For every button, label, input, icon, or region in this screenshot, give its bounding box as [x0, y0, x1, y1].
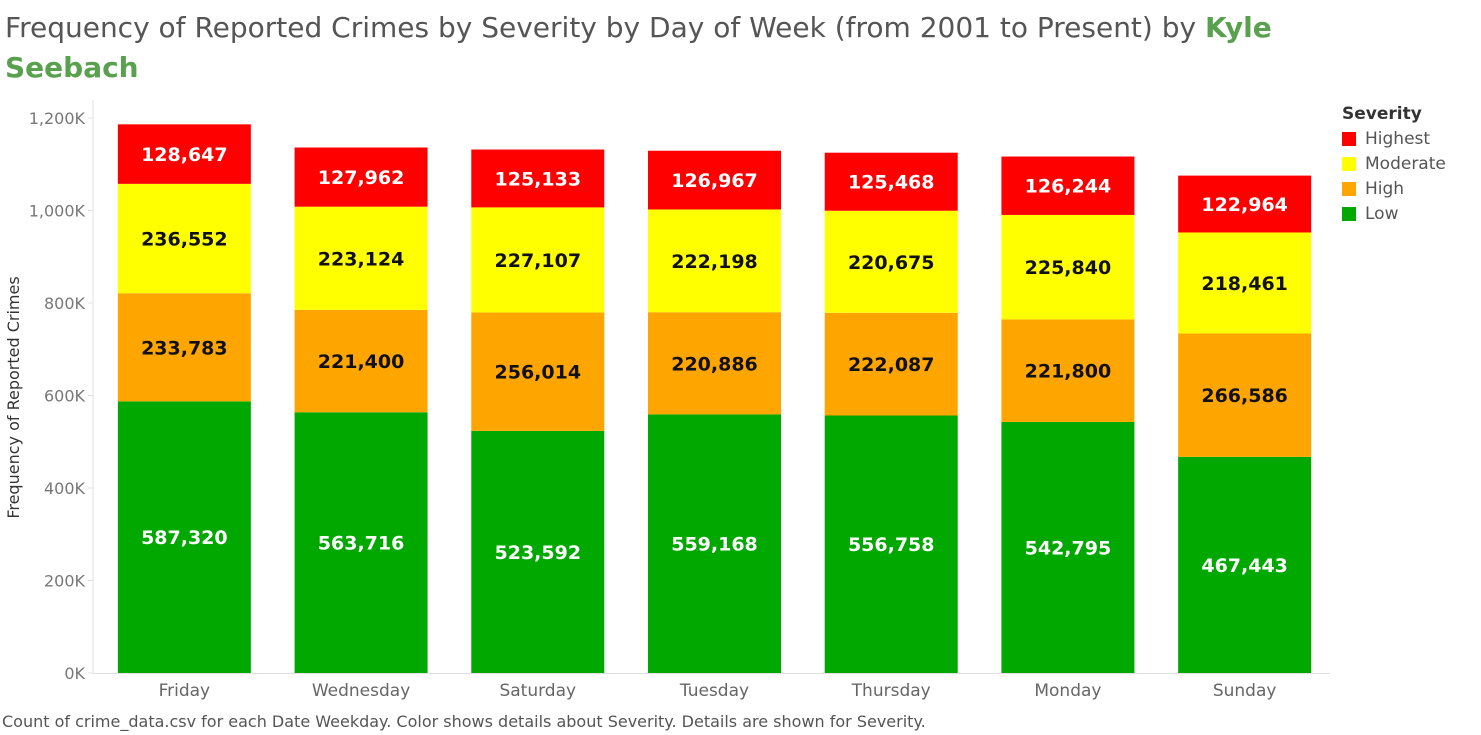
bar-segment-moderate-thursday	[824, 210, 958, 313]
y-tick-label: 200K	[44, 572, 86, 591]
legend-swatch-high	[1342, 181, 1356, 196]
data-label-highest-saturday: 125,133	[495, 168, 582, 190]
bar-segment-highest-saturday	[471, 149, 605, 208]
y-tick-label: 1,200K	[29, 109, 86, 128]
bar-segment-low-friday	[117, 401, 251, 673]
data-label-low-sunday: 467,443	[1201, 555, 1288, 577]
x-tick-label-monday: Monday	[1034, 681, 1101, 701]
y-tick-label: 800K	[44, 294, 86, 313]
bar-segment-high-saturday	[471, 312, 605, 431]
bar-segment-highest-friday	[117, 124, 251, 184]
bar-segment-moderate-friday	[117, 183, 251, 294]
legend-label-low: Low	[1365, 203, 1399, 224]
data-label-low-friday: 587,320	[141, 527, 228, 549]
data-label-highest-tuesday: 126,967	[671, 170, 758, 192]
y-tick-label: 1,000K	[29, 202, 86, 221]
data-label-low-thursday: 556,758	[848, 534, 935, 556]
bar-segment-low-tuesday	[648, 414, 781, 673]
y-tick-label: 0K	[64, 664, 85, 683]
data-label-highest-wednesday: 127,962	[318, 167, 405, 189]
data-label-moderate-saturday: 227,107	[495, 250, 582, 272]
y-axis-title: Frequency of Reported Crimes	[4, 276, 23, 518]
bar-segment-highest-wednesday	[294, 147, 428, 207]
bar-segment-moderate-wednesday	[294, 206, 428, 310]
x-tick-label-thursday: Thursday	[851, 681, 931, 701]
bar-segment-moderate-tuesday	[648, 209, 781, 313]
y-tick-label: 600K	[44, 387, 86, 406]
x-tick-label-wednesday: Wednesday	[312, 681, 410, 701]
data-label-high-saturday: 256,014	[495, 362, 582, 384]
chart-title-author: Kyle Seebach	[5, 11, 1272, 84]
bar-segment-high-thursday	[824, 312, 958, 416]
x-tick-label-sunday: Sunday	[1213, 681, 1277, 701]
bar-segment-moderate-monday	[1001, 214, 1135, 320]
data-label-moderate-monday: 225,840	[1025, 257, 1112, 279]
legend-label-high: High	[1365, 178, 1405, 199]
data-label-high-sunday: 266,586	[1201, 385, 1288, 407]
legend-swatch-moderate	[1342, 156, 1356, 171]
legend-label-moderate: Moderate	[1365, 153, 1446, 174]
data-label-low-wednesday: 563,716	[318, 533, 405, 555]
x-tick-label-tuesday: Tuesday	[679, 681, 749, 701]
data-label-highest-monday: 126,244	[1025, 176, 1112, 198]
data-label-highest-thursday: 125,468	[848, 172, 935, 194]
legend-swatch-low	[1342, 206, 1356, 221]
bar-segment-moderate-saturday	[471, 207, 605, 313]
data-label-moderate-wednesday: 223,124	[318, 248, 405, 270]
legend-item-low[interactable]: Low	[1342, 201, 1446, 226]
data-label-moderate-sunday: 218,461	[1201, 273, 1288, 295]
bar-segment-low-sunday	[1178, 456, 1312, 673]
data-label-moderate-thursday: 220,675	[848, 252, 935, 274]
x-tick-label-friday: Friday	[159, 681, 211, 701]
chart-title-text: Frequency of Reported Crimes by Severity…	[5, 11, 1205, 44]
data-label-low-saturday: 523,592	[495, 542, 582, 564]
data-label-highest-friday: 128,647	[141, 144, 228, 166]
bar-segment-low-saturday	[471, 430, 605, 673]
legend-item-moderate[interactable]: Moderate	[1342, 151, 1446, 176]
legend-label-highest: Highest	[1365, 128, 1431, 149]
data-label-high-friday: 233,783	[141, 337, 228, 359]
bar-segment-high-tuesday	[648, 312, 781, 415]
data-label-low-tuesday: 559,168	[671, 534, 758, 556]
x-tick-label-saturday: Saturday	[499, 681, 576, 701]
bar-segment-low-thursday	[824, 415, 958, 673]
bar-segment-high-monday	[1001, 319, 1135, 422]
y-tick-label: 400K	[44, 479, 86, 498]
bar-segment-low-monday	[1001, 421, 1135, 673]
data-label-moderate-friday: 236,552	[141, 229, 228, 251]
bar-segment-low-wednesday	[294, 412, 428, 673]
bar-segment-highest-monday	[1001, 156, 1135, 215]
bar-segment-high-friday	[117, 293, 251, 402]
bar-segment-high-sunday	[1178, 333, 1312, 457]
data-label-low-monday: 542,795	[1025, 537, 1112, 559]
legend-title: Severity	[1342, 104, 1422, 124]
data-label-high-thursday: 222,087	[848, 354, 935, 376]
chart-caption: Count of crime_data.csv for each Date We…	[2, 712, 926, 731]
bar-segment-highest-sunday	[1178, 175, 1312, 233]
bar-segment-highest-thursday	[824, 152, 958, 211]
data-label-high-wednesday: 221,400	[318, 351, 405, 373]
data-label-highest-sunday: 122,964	[1201, 194, 1288, 216]
data-label-high-tuesday: 220,886	[671, 353, 758, 375]
chart-title: Frequency of Reported Crimes by Severity…	[5, 8, 1295, 88]
bar-segment-highest-tuesday	[648, 150, 781, 210]
data-label-moderate-tuesday: 222,198	[671, 251, 758, 273]
data-label-high-monday: 221,800	[1025, 361, 1112, 383]
bar-segment-moderate-sunday	[1178, 232, 1312, 334]
legend-item-highest[interactable]: Highest	[1342, 126, 1446, 151]
bar-segment-high-wednesday	[294, 309, 428, 413]
legend[interactable]: Severity Highest Moderate High Low	[1342, 104, 1446, 226]
legend-swatch-highest	[1342, 131, 1356, 146]
legend-item-high[interactable]: High	[1342, 176, 1446, 201]
